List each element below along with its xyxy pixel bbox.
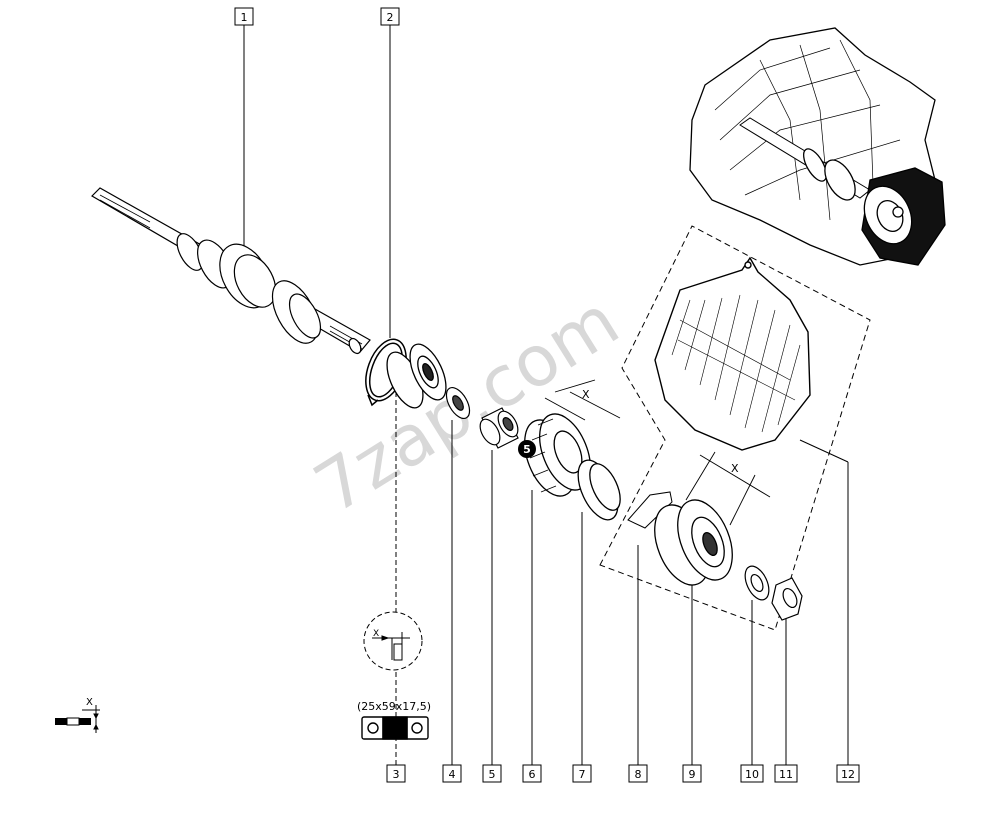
callout-8-label: 8 bbox=[635, 768, 642, 781]
callout-2: 2 bbox=[380, 7, 400, 26]
hex-nut bbox=[771, 577, 803, 621]
bearing-symbol bbox=[361, 716, 429, 740]
callout-1-label: 1 bbox=[241, 11, 248, 24]
synchro-hub bbox=[654, 499, 733, 586]
callout-10-label: 10 bbox=[745, 768, 759, 781]
callout-1: 1 bbox=[234, 7, 254, 26]
leader-lines bbox=[243, 25, 849, 765]
lock-washer bbox=[744, 565, 770, 601]
gear-marker-5: 5 bbox=[518, 440, 536, 458]
callout-7: 7 bbox=[572, 764, 592, 783]
callout-9-label: 9 bbox=[689, 768, 696, 781]
assembly-boundary bbox=[599, 225, 871, 631]
gear-dimension-x bbox=[544, 379, 621, 421]
bearing-dimensions: (25x59x17,5) bbox=[357, 700, 431, 713]
callout-10: 10 bbox=[740, 764, 764, 783]
callout-6: 6 bbox=[522, 764, 542, 783]
primary-shaft bbox=[91, 187, 371, 355]
shim bbox=[627, 491, 673, 529]
shaft-gear-cluster bbox=[176, 233, 322, 344]
gearbox-housing-view bbox=[689, 27, 946, 266]
needle-bush bbox=[479, 407, 519, 449]
callout-3-label: 3 bbox=[393, 768, 400, 781]
callout-4-label: 4 bbox=[449, 768, 456, 781]
callout-4: 4 bbox=[442, 764, 462, 783]
gear-dimension-x-label: X bbox=[582, 388, 590, 401]
callout-9: 9 bbox=[682, 764, 702, 783]
legend-x-label: X bbox=[86, 697, 93, 708]
callout-5: 5 bbox=[482, 764, 502, 783]
callout-7-label: 7 bbox=[579, 768, 586, 781]
callout-2-label: 2 bbox=[387, 11, 394, 24]
callout-5-label: 5 bbox=[489, 768, 496, 781]
callout-12-label: 12 bbox=[841, 768, 855, 781]
ball-bearing bbox=[386, 343, 447, 409]
callout-11-label: 11 bbox=[779, 768, 793, 781]
fifth-gear bbox=[524, 413, 591, 497]
hub-dimension-x bbox=[685, 451, 771, 526]
housing-cover bbox=[654, 256, 811, 451]
legend-symbol: X bbox=[55, 697, 100, 733]
synchro-ring bbox=[577, 459, 621, 521]
thrust-washer bbox=[445, 387, 471, 419]
callout-11: 11 bbox=[774, 764, 798, 783]
callout-12: 12 bbox=[836, 764, 860, 783]
gear-marker-5-label: 5 bbox=[523, 443, 531, 456]
callout-3: 3 bbox=[386, 764, 406, 783]
callout-8: 8 bbox=[628, 764, 648, 783]
callout-6-label: 6 bbox=[529, 768, 536, 781]
hub-dimension-x-label: X bbox=[731, 462, 739, 475]
bearing-detail-x: X bbox=[373, 629, 379, 639]
bearing-detail: X bbox=[363, 611, 423, 671]
